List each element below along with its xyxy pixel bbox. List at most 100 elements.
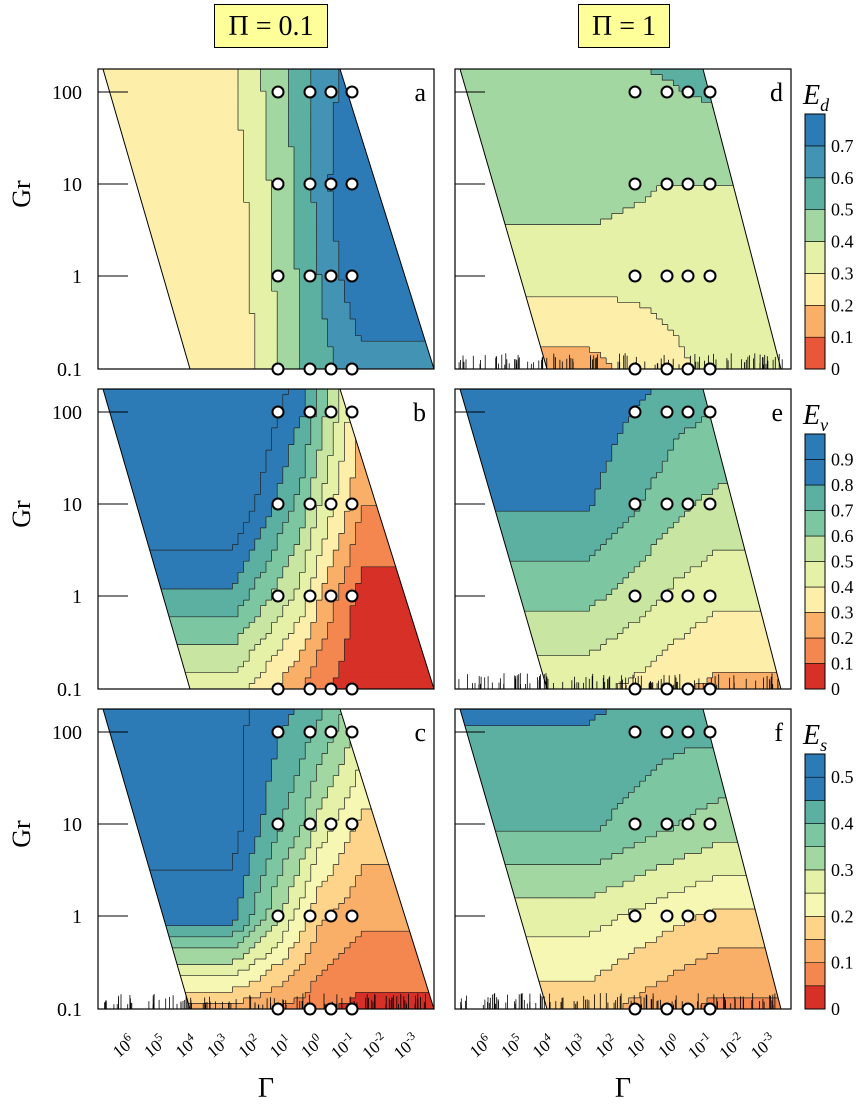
y-ticks-c: 100 10 1 0.1: [52, 722, 128, 1021]
grid-point-marker: [628, 362, 642, 376]
colorbar-swatch: [804, 535, 826, 562]
y-ticks-e: [455, 411, 485, 690]
frame-f: [454, 708, 792, 1010]
colorbar-swatch: [804, 985, 826, 1010]
colorbar-tick-label: 0.5: [831, 200, 854, 220]
grid-point-marker: [303, 817, 317, 831]
grid-point-marker: [345, 269, 359, 283]
grid-point-marker: [303, 85, 317, 99]
grid-point-marker: [303, 362, 317, 376]
grid-point-marker: [681, 1002, 695, 1016]
grid-point-marker: [303, 497, 317, 511]
rug-ticks-f: [460, 993, 776, 1009]
colorbar-swatch: [804, 459, 826, 486]
grid-point-marker: [324, 589, 338, 603]
colorbar-swatch: [804, 915, 826, 940]
grid-markers-b: [271, 405, 359, 696]
colorbar-swatch: [804, 113, 826, 147]
colorbar-swatch: [804, 869, 826, 894]
y-ticks-f: [455, 731, 485, 1010]
grid-point-marker: [628, 85, 642, 99]
grid-point-marker: [271, 589, 285, 603]
y-tick-label: 10: [62, 494, 82, 516]
grid-point-marker: [271, 85, 285, 99]
grid-point-marker: [303, 1002, 317, 1016]
x-tick-label: 106: [107, 1030, 139, 1062]
colorbar-tick-label: 0: [831, 999, 840, 1019]
grid-point-marker: [703, 362, 717, 376]
x-tick-label: 100: [652, 1030, 684, 1062]
grid-point-marker: [703, 177, 717, 191]
grid-point-marker: [324, 269, 338, 283]
colorbar-tick-label: 0.3: [831, 603, 854, 623]
colorbar-tick-label: 0: [831, 679, 840, 699]
colorbar-tick-label: 0.4: [831, 814, 854, 834]
x-tick-label: 10-1: [325, 1029, 360, 1063]
panel-letter: a: [414, 78, 426, 107]
colorbar-title: Ev: [802, 400, 828, 435]
x-tick-label: 10-3: [745, 1029, 780, 1063]
grid-point-marker: [628, 177, 642, 191]
x-tick-label: 105: [495, 1030, 527, 1062]
y-axis-label: Gr: [7, 820, 36, 848]
panel-d: d: [454, 68, 792, 376]
column-title-pi-0-1: Π = 0.1: [214, 4, 328, 48]
frame-c: [97, 708, 435, 1010]
grid-point-marker: [271, 497, 285, 511]
colorbar-tick-label: 0.6: [831, 168, 854, 188]
y-axis-label: Gr: [7, 500, 36, 528]
x-tick-label: 101: [621, 1030, 653, 1062]
grid-point-marker: [271, 817, 285, 831]
grid-point-marker: [345, 497, 359, 511]
contour-lines-a: [237, 69, 434, 369]
frame-b: [97, 388, 435, 690]
colorbar-swatch: [804, 776, 826, 801]
x-axis-label: Γ: [615, 1073, 631, 1104]
colorbar-tick-label: 0.2: [831, 906, 854, 926]
colorbar-swatch: [804, 637, 826, 664]
colorbar-tick-label: 0.1: [831, 953, 854, 973]
grid-point-marker: [345, 405, 359, 419]
grid-point-marker: [324, 497, 338, 511]
colorbar-tick-label: 0.4: [831, 232, 854, 252]
grid-point-marker: [703, 725, 717, 739]
grid-point-marker: [703, 1002, 717, 1016]
x-tick-label: 104: [170, 1030, 202, 1062]
grid-point-marker: [660, 405, 674, 419]
y-tick-label: 10: [62, 174, 82, 196]
grid-markers-c: [271, 725, 359, 1016]
x-tick-label: 106: [464, 1030, 496, 1062]
colorbar-swatch: [804, 663, 826, 690]
contour-fill-e: [460, 389, 781, 689]
contour-fill-f: [460, 709, 781, 1009]
grid-point-marker: [628, 405, 642, 419]
y-tick-label: 0.1: [57, 999, 82, 1021]
grid-point-marker: [324, 85, 338, 99]
grid-point-marker: [303, 405, 317, 419]
colorbar-swatch: [804, 753, 826, 778]
grid-markers-f: [628, 725, 717, 1016]
colorbar-swatch: [804, 892, 826, 917]
x-tick-label: 103: [201, 1030, 233, 1062]
rug-ticks-c: [104, 993, 427, 1009]
grid-point-marker: [681, 909, 695, 923]
colorbar-swatch: [804, 586, 826, 613]
grid-point-marker: [703, 85, 717, 99]
grid-point-marker: [660, 909, 674, 923]
colorbar-title: Es: [802, 720, 827, 755]
grid-point-marker: [681, 725, 695, 739]
panel-letter: c: [414, 718, 426, 747]
grid-point-marker: [271, 682, 285, 696]
grid-point-marker: [703, 405, 717, 419]
grid-point-marker: [628, 817, 642, 831]
grid-point-marker: [271, 405, 285, 419]
y-ticks-d: [455, 91, 485, 370]
colorbar-E_v: 0 0.1 0.2 0.3 0.4 0.5 0.6 0.7 0.8 0.9Ev: [802, 400, 854, 699]
grid-point-marker: [681, 497, 695, 511]
grid-point-marker: [628, 269, 642, 283]
panel-a: 100 10 1 0.1 Gr a: [7, 68, 435, 381]
colorbar-swatch: [804, 823, 826, 848]
grid-markers-d: [628, 85, 717, 376]
